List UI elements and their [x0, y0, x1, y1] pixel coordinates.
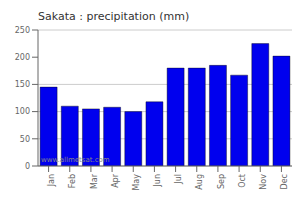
html-text:www.allmetsat.com: www.allmetsat.com [41, 156, 110, 164]
svg-text:100: 100 [15, 107, 30, 116]
svg-text:May: May [132, 174, 141, 191]
svg-text:Jul: Jul [174, 174, 183, 185]
html-text:Sakata : precipitation (mm): Sakata : precipitation (mm) [38, 10, 190, 23]
svg-text:Oct: Oct [238, 174, 247, 188]
svg-text:Mar: Mar [90, 173, 99, 189]
svg-text:Aug: Aug [195, 174, 204, 190]
svg-text:Dec: Dec [280, 174, 289, 189]
svg-text:50: 50 [20, 135, 30, 144]
svg-text:200: 200 [15, 53, 30, 62]
svg-text:Jun: Jun [153, 174, 162, 188]
svg-text:Jan: Jan [47, 174, 56, 187]
svg-text:250: 250 [15, 26, 30, 35]
svg-text:0: 0 [25, 162, 30, 171]
svg-text:Apr: Apr [111, 173, 120, 188]
svg-text:Nov: Nov [259, 174, 268, 190]
svg-text:150: 150 [15, 80, 30, 89]
svg-text:Sep: Sep [217, 174, 226, 189]
svg-text:Feb: Feb [68, 174, 77, 188]
